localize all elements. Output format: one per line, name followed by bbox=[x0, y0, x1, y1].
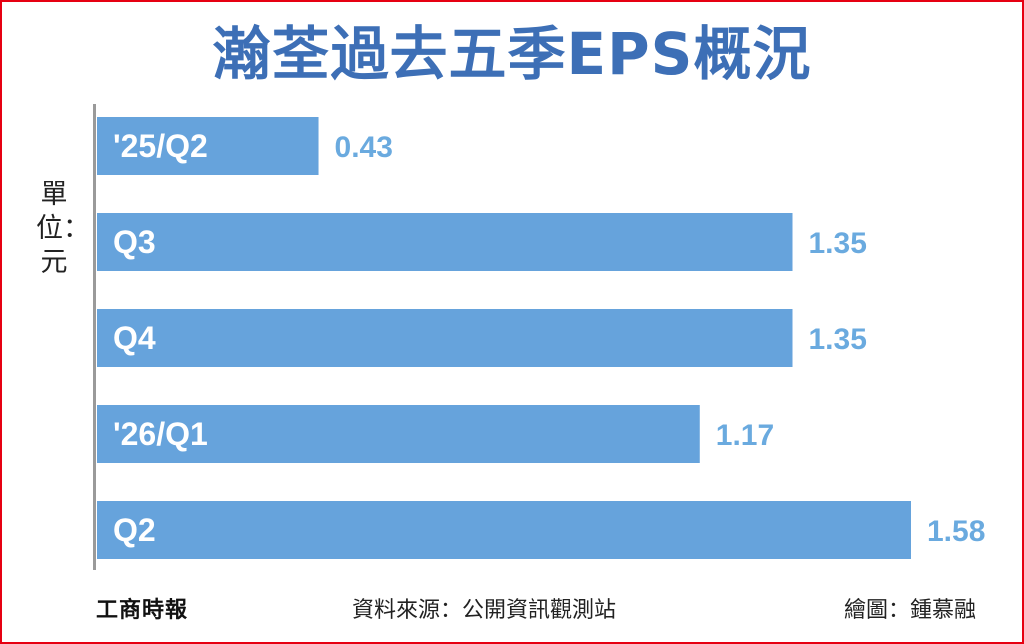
value-label-2: 1.35 bbox=[809, 323, 867, 356]
value-label-0: 0.43 bbox=[335, 131, 393, 164]
category-label-0: '25/Q2 bbox=[113, 128, 208, 164]
category-label-2: Q4 bbox=[113, 320, 156, 356]
graphic-credit: 繪圖：鍾慕融 bbox=[843, 598, 976, 623]
bar-2 bbox=[97, 309, 793, 367]
category-label-1: Q3 bbox=[113, 224, 156, 260]
newspaper-logo: 工商時報 bbox=[96, 597, 189, 623]
category-label-3: '26/Q1 bbox=[113, 416, 208, 452]
data-source: 資料來源：公開資訊觀測站 bbox=[352, 598, 617, 623]
value-label-4: 1.58 bbox=[927, 515, 985, 548]
category-label-4: Q2 bbox=[113, 512, 156, 548]
bar-4 bbox=[97, 501, 911, 559]
chart-title: 瀚荃過去五季EPS概況 bbox=[212, 20, 812, 88]
value-label-1: 1.35 bbox=[809, 227, 867, 260]
y-axis-line bbox=[93, 104, 96, 570]
bar-1 bbox=[97, 213, 793, 271]
bar-0 bbox=[97, 117, 319, 175]
value-label-3: 1.17 bbox=[716, 419, 774, 452]
bar-3 bbox=[97, 405, 700, 463]
